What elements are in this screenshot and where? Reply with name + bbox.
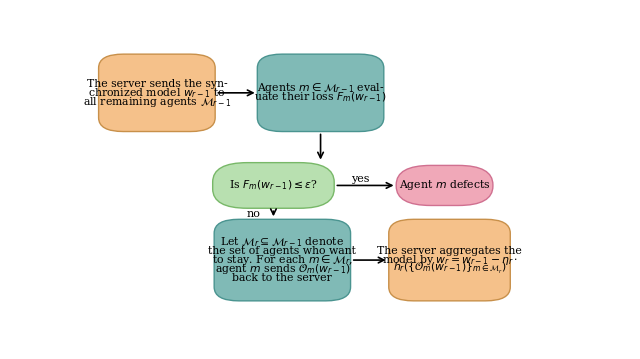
FancyBboxPatch shape — [396, 165, 493, 205]
Text: yes: yes — [351, 173, 370, 183]
FancyBboxPatch shape — [99, 54, 215, 131]
FancyBboxPatch shape — [214, 219, 351, 301]
Text: no: no — [246, 209, 260, 219]
Text: Agents $m \in \mathcal{M}_{r-1}$ eval-: Agents $m \in \mathcal{M}_{r-1}$ eval- — [257, 81, 385, 95]
FancyBboxPatch shape — [212, 163, 334, 208]
Text: Is $F_m(w_{r-1}) \leq \epsilon$?: Is $F_m(w_{r-1}) \leq \epsilon$? — [229, 179, 318, 192]
Text: Agent $m$ defects: Agent $m$ defects — [399, 178, 490, 192]
Text: The server sends the syn-: The server sends the syn- — [86, 79, 227, 89]
Text: agent $m$ sends $\mathcal{O}_m(w_{r-1})$: agent $m$ sends $\mathcal{O}_m(w_{r-1})$ — [214, 262, 350, 276]
FancyBboxPatch shape — [257, 54, 384, 131]
Text: The server aggregates the: The server aggregates the — [377, 246, 522, 256]
Text: uate their loss $F_m(w_{r-1})$: uate their loss $F_m(w_{r-1})$ — [254, 90, 387, 104]
Text: Let $\mathcal{M}_r \subseteq \mathcal{M}_{r-1}$ denote: Let $\mathcal{M}_r \subseteq \mathcal{M}… — [220, 236, 344, 249]
Text: all remaining agents $\mathcal{M}_{r-1}$: all remaining agents $\mathcal{M}_{r-1}$ — [83, 95, 231, 109]
Text: model by $w_r = w_{r-1} - \eta_r \cdot$: model by $w_r = w_{r-1} - \eta_r \cdot$ — [381, 253, 518, 267]
Text: back to the server: back to the server — [232, 273, 332, 283]
Text: chronized model $w_{r-1}$ to: chronized model $w_{r-1}$ to — [88, 86, 225, 100]
FancyBboxPatch shape — [388, 219, 510, 301]
Text: $h_r\left(\{\mathcal{O}_m(w_{r-1})\}_{m\in\mathcal{M}_r}\right)$: $h_r\left(\{\mathcal{O}_m(w_{r-1})\}_{m\… — [393, 261, 506, 276]
Text: to stay. For each $m \in \mathcal{M}_r$,: to stay. For each $m \in \mathcal{M}_r$, — [212, 253, 353, 267]
Text: the set of agents who want: the set of agents who want — [209, 246, 356, 256]
